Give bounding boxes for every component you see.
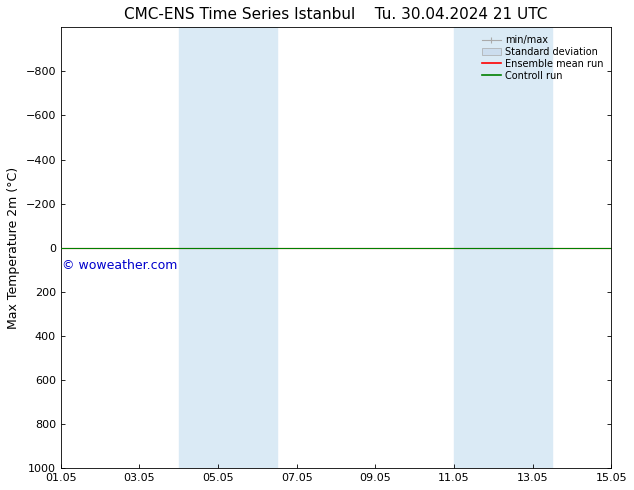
Y-axis label: Max Temperature 2m (°C): Max Temperature 2m (°C) xyxy=(7,167,20,329)
Legend: min/max, Standard deviation, Ensemble mean run, Controll run: min/max, Standard deviation, Ensemble me… xyxy=(479,32,606,84)
Text: © woweather.com: © woweather.com xyxy=(61,259,177,272)
Bar xyxy=(454,27,552,468)
Bar xyxy=(179,27,277,468)
Title: CMC-ENS Time Series Istanbul    Tu. 30.04.2024 21 UTC: CMC-ENS Time Series Istanbul Tu. 30.04.2… xyxy=(124,7,548,22)
